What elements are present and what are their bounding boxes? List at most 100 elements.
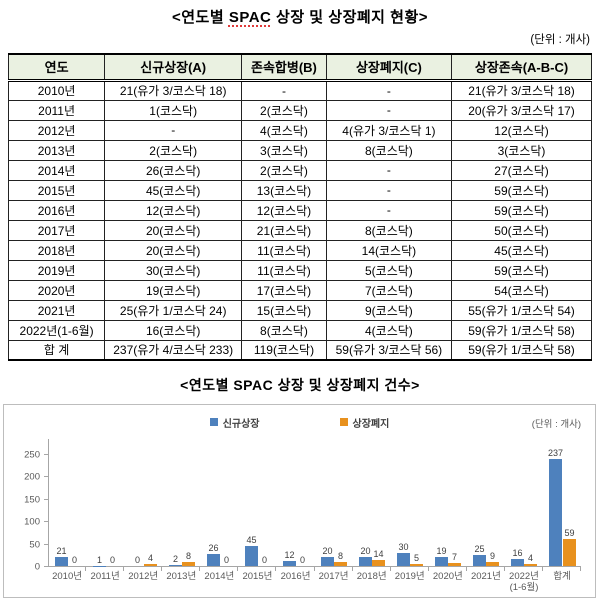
legend-swatch-icon [209, 418, 218, 426]
y-axis-tick-label: 0 [34, 561, 40, 573]
bar-wrap-delisting: 0 [220, 555, 233, 566]
bar-wrap-delisting: 9 [486, 551, 499, 566]
x-axis-label: 합계 [553, 571, 571, 582]
table-cell: 16(코스닥) [104, 319, 243, 341]
y-axis: 0 50 100 150 200 250 [14, 439, 48, 573]
y-axis-tick-label: 150 [24, 494, 40, 505]
table-cell: - [241, 79, 327, 101]
table-cell: 27(코스닥) [451, 159, 592, 181]
bar-value-label: 26 [208, 543, 219, 554]
bar-wrap-new-listing: 20 [359, 546, 372, 566]
bar-wrap-delisting: 5 [410, 553, 423, 566]
column-header: 상장존속(A-B-C) [451, 53, 592, 82]
table-cell: - [325, 99, 453, 121]
x-axis-label: 2014년 [204, 571, 235, 582]
bar-wrap-delisting: 4 [524, 553, 537, 566]
x-axis-label: 2015년 [242, 571, 273, 582]
bar-value-label: 14 [373, 548, 384, 559]
table-cell: 2020년 [7, 279, 106, 301]
bar-group: 26 0 [201, 439, 239, 566]
table-cell: 3(코스닥) [241, 139, 327, 161]
table-cell: - [325, 79, 453, 101]
x-axis-tick [315, 567, 353, 571]
bar-value-label: 30 [398, 541, 409, 552]
table-cell: 50(코스닥) [451, 219, 592, 241]
table-cell: 59(유가 3/코스닥 56) [325, 339, 453, 361]
table-cell: 12(코스닥) [241, 199, 327, 221]
bar-wrap-new-listing: 20 [321, 546, 334, 566]
table-row: 2013년 2(코스닥) 3(코스닥) 8(코스닥) 3(코스닥) [7, 139, 592, 161]
column-header: 상장폐지(C) [325, 53, 453, 82]
bar-value-label: 20 [322, 546, 333, 556]
bar-value-label: 9 [489, 550, 495, 561]
bar-wrap-delisting: 0 [68, 555, 81, 566]
bar-new-listing [511, 558, 524, 566]
legend-label: 신규상장 [222, 418, 260, 430]
table-cell: 20(유가 3/코스닥 17) [451, 99, 592, 121]
bar-value-label: 0 [223, 555, 229, 565]
bar-group: 20 8 [315, 439, 353, 566]
bar-wrap-new-listing: 0 [131, 555, 144, 566]
table-cell: 119(코스닥) [241, 339, 327, 361]
table-cell: 26(코스닥) [104, 159, 243, 181]
y-axis-tick-label: 250 [24, 449, 40, 460]
bar-value-label: 12 [284, 549, 295, 560]
table-cell: 5(코스닥) [325, 259, 453, 281]
x-axis-label: 2018년 [356, 571, 387, 582]
bar-wrap-new-listing: 26 [207, 543, 220, 566]
bar-new-listing [549, 459, 562, 566]
table-cell: 14(코스닥) [325, 239, 453, 261]
table-cell: 54(코스닥) [451, 279, 592, 301]
x-axis-tick [467, 567, 505, 571]
table-title-prefix: <연도별 [171, 9, 229, 26]
table-title: <연도별 SPAC 상장 및 상장폐지 현황> [0, 6, 600, 27]
bar-group: 30 5 [391, 439, 429, 566]
y-axis-tick-mark [44, 476, 48, 477]
table-row: 2015년 45(코스닥) 13(코스닥) -59(코스닥) [7, 179, 592, 201]
bar-wrap-new-listing: 25 [473, 544, 486, 566]
table-cell: 25(유가 1/코스닥 24) [104, 299, 243, 321]
table-cell: 45(코스닥) [451, 239, 592, 261]
bar-wrap-new-listing: 45 [245, 535, 258, 566]
bar-value-label: 59 [564, 528, 575, 539]
bar-group: 12 0 [277, 439, 315, 566]
table-header-row: 연도 신규상장(A) 존속합병(B) 상장폐지(C) 상장존속(A-B-C) [7, 53, 592, 82]
x-axis-tick [162, 567, 201, 571]
table-cell: 8(코스닥) [241, 319, 327, 341]
table-cell: 2017년 [7, 219, 106, 241]
table-cell: 13(코스닥) [241, 179, 327, 201]
table-cell: 2010년 [7, 79, 106, 101]
bar-group: 19 7 [429, 439, 467, 566]
bar-wrap-new-listing: 30 [397, 541, 410, 566]
bar-value-label: 2 [172, 554, 178, 565]
bar-new-listing [169, 565, 182, 566]
table-row: 2019년 30(코스닥) 11(코스닥) 5(코스닥) 59(코스닥) [7, 259, 592, 281]
table-row: 2020년 19(코스닥) 17(코스닥) 7(코스닥) 54(코스닥) [7, 279, 592, 301]
table-row: 2012년 -4(코스닥) 4(유가 3/코스닥 1) 12(코스닥) [7, 119, 592, 141]
table-cell: 2018년 [7, 239, 106, 261]
y-axis-tick-mark [44, 453, 48, 455]
bar-delisting [448, 562, 461, 566]
bar-value-label: 20 [360, 546, 371, 556]
bar-value-label: 0 [261, 555, 267, 565]
x-axis-label: 2020년 [432, 571, 463, 582]
bar-delisting [524, 564, 537, 566]
table-cell: 20(코스닥) [104, 219, 243, 241]
x-axis-label: 2016년 [280, 571, 311, 582]
y-axis-tick-mark [44, 521, 48, 522]
x-axis-label: 2022년 (1-6월) [509, 571, 539, 593]
x-axis-label: 2012년 [128, 571, 159, 582]
table-cell: 2019년 [7, 259, 106, 281]
chart-title: <연도별 SPAC 상장 및 상장폐지 건수> [180, 377, 420, 393]
table-cell: 4(코스닥) [325, 319, 453, 341]
column-header: 존속합병(B) [241, 53, 327, 82]
bar-new-listing [245, 545, 258, 566]
bar-group: 20 14 [353, 439, 391, 566]
bar-group: 16 4 [505, 439, 543, 566]
bar-wrap-new-listing: 237 [548, 448, 563, 566]
table-cell: 2(코스닥) [241, 159, 327, 181]
bar-value-label: 25 [474, 543, 485, 554]
bar-value-label: 0 [299, 555, 305, 565]
table-title-spac: SPAC [228, 9, 272, 26]
table-unit-note: (단위 : 개사) [530, 34, 590, 46]
